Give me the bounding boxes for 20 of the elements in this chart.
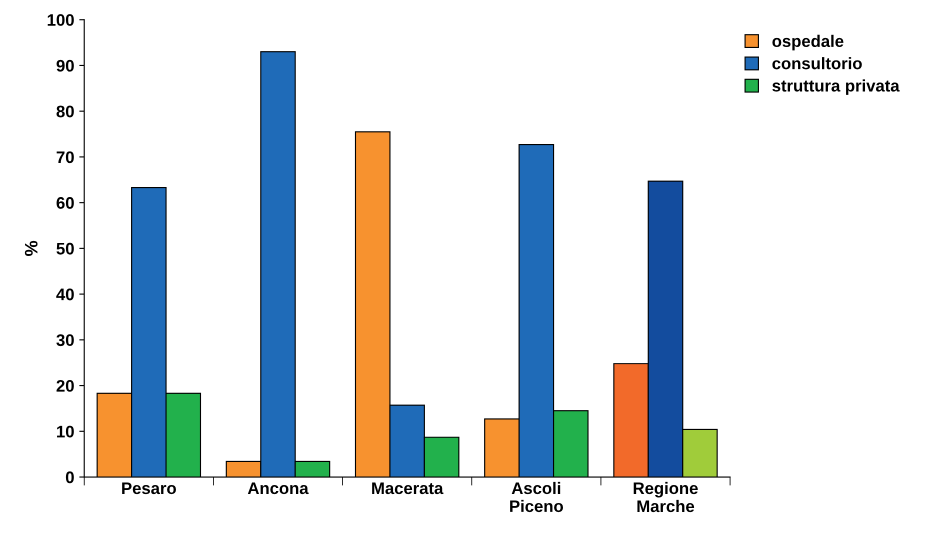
y-tick-label: 100 bbox=[48, 14, 74, 26]
y-tick-label: 80 bbox=[56, 106, 74, 118]
y-tick-label: 40 bbox=[56, 288, 74, 300]
y-tick-label: 50 bbox=[56, 242, 74, 255]
y-tick-label: 30 bbox=[56, 334, 74, 346]
x-tick-label: Ascoli Piceno bbox=[510, 482, 563, 512]
y-tick-label: 10 bbox=[57, 426, 74, 438]
y-tick-label: 0 bbox=[66, 471, 74, 484]
x-tick-label: Regione Marche bbox=[634, 482, 698, 512]
y-tick-label: 70 bbox=[56, 151, 74, 164]
x-tick-label: Ancona bbox=[248, 482, 309, 494]
y-tick-label: 60 bbox=[56, 197, 74, 209]
legend-label: consultorio bbox=[772, 57, 862, 70]
x-tick-label: Macerata bbox=[372, 482, 444, 494]
y-tick-label: 20 bbox=[56, 380, 74, 392]
x-tick-label: Pesaro bbox=[122, 482, 176, 494]
legend-label: struttura privata bbox=[772, 79, 900, 95]
legend-label: ospedale bbox=[772, 34, 844, 50]
y-axis-title: % bbox=[24, 240, 38, 256]
y-tick-label: 90 bbox=[56, 60, 74, 72]
